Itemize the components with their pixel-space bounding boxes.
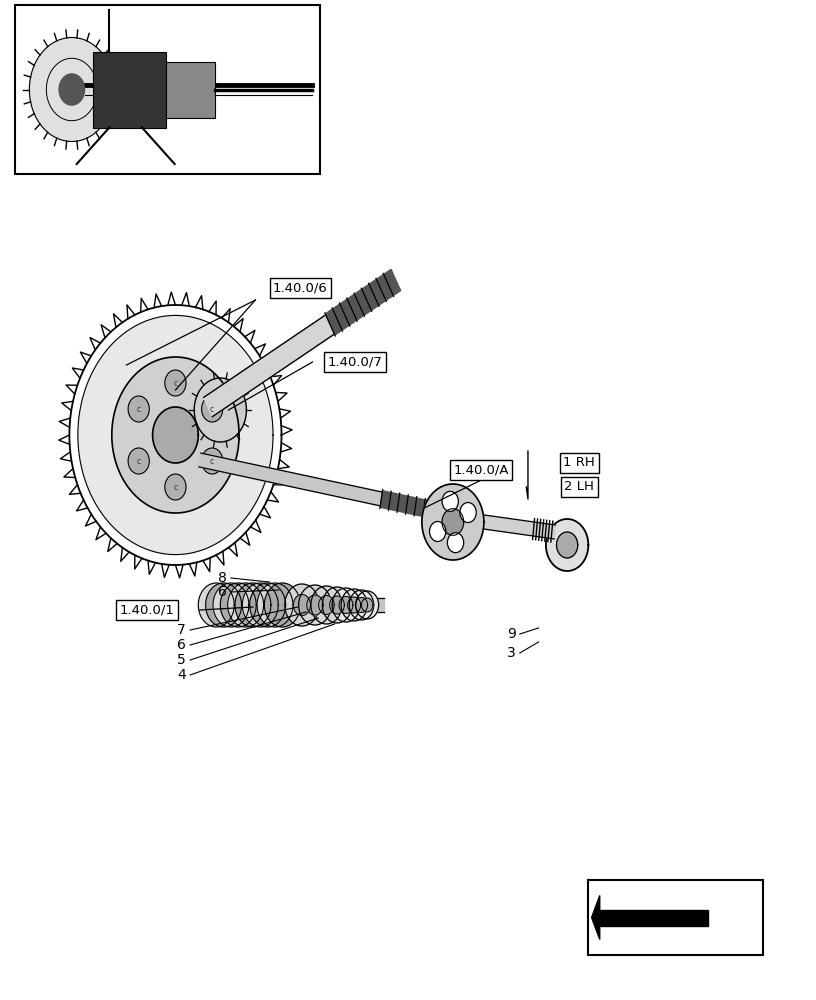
Circle shape bbox=[442, 491, 459, 511]
Circle shape bbox=[165, 474, 186, 500]
Text: 1.40.0/A: 1.40.0/A bbox=[454, 464, 509, 477]
Text: 8: 8 bbox=[218, 571, 227, 585]
Polygon shape bbox=[361, 598, 373, 612]
Polygon shape bbox=[332, 588, 360, 622]
Polygon shape bbox=[307, 595, 323, 615]
Circle shape bbox=[447, 533, 463, 553]
Polygon shape bbox=[285, 584, 319, 626]
Text: 1 RH: 1 RH bbox=[564, 456, 595, 470]
Polygon shape bbox=[242, 583, 278, 627]
Text: 4: 4 bbox=[177, 668, 186, 682]
Text: 1.40.0/1: 1.40.0/1 bbox=[119, 603, 175, 616]
Text: 1.40.0/6: 1.40.0/6 bbox=[273, 282, 328, 294]
Polygon shape bbox=[319, 596, 335, 614]
Polygon shape bbox=[264, 583, 300, 627]
Circle shape bbox=[128, 448, 149, 474]
Text: c: c bbox=[211, 457, 215, 466]
Text: 6: 6 bbox=[177, 638, 186, 652]
Polygon shape bbox=[59, 74, 85, 105]
Polygon shape bbox=[199, 453, 433, 517]
Polygon shape bbox=[213, 583, 249, 627]
Polygon shape bbox=[546, 519, 588, 571]
Polygon shape bbox=[198, 583, 234, 627]
Text: c: c bbox=[136, 457, 140, 466]
Circle shape bbox=[202, 448, 223, 474]
Circle shape bbox=[429, 521, 446, 541]
Circle shape bbox=[128, 396, 149, 422]
Polygon shape bbox=[380, 491, 433, 518]
Bar bbox=[588, 880, 763, 955]
Polygon shape bbox=[356, 598, 367, 612]
Circle shape bbox=[165, 370, 186, 396]
Text: 2 LH: 2 LH bbox=[565, 481, 594, 493]
Polygon shape bbox=[557, 532, 578, 558]
Polygon shape bbox=[235, 583, 271, 627]
Polygon shape bbox=[349, 590, 374, 620]
Polygon shape bbox=[78, 315, 273, 555]
Text: c: c bbox=[173, 483, 178, 492]
Text: c: c bbox=[211, 404, 215, 414]
Polygon shape bbox=[294, 595, 310, 615]
Polygon shape bbox=[339, 597, 353, 613]
Polygon shape bbox=[206, 583, 242, 627]
Polygon shape bbox=[592, 896, 600, 940]
Polygon shape bbox=[330, 596, 344, 614]
Polygon shape bbox=[250, 583, 286, 627]
Polygon shape bbox=[204, 270, 400, 417]
Polygon shape bbox=[442, 509, 463, 535]
Polygon shape bbox=[422, 484, 484, 560]
Polygon shape bbox=[257, 583, 293, 627]
Text: 9: 9 bbox=[507, 627, 516, 641]
Circle shape bbox=[460, 503, 477, 523]
Bar bbox=[166, 62, 215, 117]
Bar bbox=[93, 52, 166, 128]
Polygon shape bbox=[311, 586, 342, 624]
Polygon shape bbox=[348, 597, 361, 613]
Polygon shape bbox=[29, 38, 114, 141]
Text: 7: 7 bbox=[177, 623, 186, 637]
Polygon shape bbox=[228, 583, 264, 627]
Text: c: c bbox=[136, 404, 140, 414]
Circle shape bbox=[202, 396, 223, 422]
Polygon shape bbox=[194, 378, 246, 442]
Bar bbox=[15, 5, 320, 174]
Polygon shape bbox=[341, 589, 367, 621]
Text: 5: 5 bbox=[177, 653, 186, 667]
Polygon shape bbox=[112, 357, 239, 513]
Polygon shape bbox=[299, 585, 331, 625]
Polygon shape bbox=[153, 407, 198, 463]
Text: c: c bbox=[173, 378, 178, 387]
Polygon shape bbox=[208, 598, 384, 612]
Text: 6: 6 bbox=[218, 585, 227, 599]
Polygon shape bbox=[322, 587, 352, 623]
Text: 3: 3 bbox=[507, 646, 516, 660]
Polygon shape bbox=[600, 910, 707, 926]
Polygon shape bbox=[326, 269, 401, 335]
Polygon shape bbox=[356, 591, 379, 619]
Polygon shape bbox=[483, 515, 556, 539]
Polygon shape bbox=[220, 583, 256, 627]
Text: 1.40.0/7: 1.40.0/7 bbox=[327, 356, 383, 368]
